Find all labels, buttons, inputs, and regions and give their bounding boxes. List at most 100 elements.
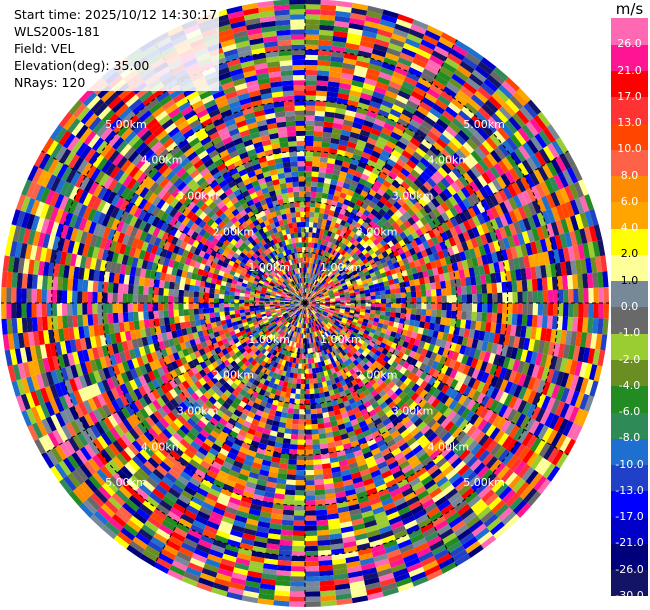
velocity-gate <box>318 39 333 46</box>
velocity-gate <box>294 500 305 506</box>
velocity-gate <box>323 229 329 236</box>
velocity-gate <box>364 181 374 189</box>
velocity-gate <box>327 259 333 265</box>
velocity-gate <box>318 271 323 277</box>
velocity-gate <box>393 99 407 109</box>
velocity-gate <box>320 250 325 256</box>
velocity-gate <box>288 459 297 465</box>
velocity-gate <box>472 303 478 312</box>
velocity-gate <box>360 296 366 301</box>
velocity-gate <box>332 169 341 176</box>
velocity-gate <box>541 277 548 291</box>
velocity-gate <box>345 109 357 117</box>
velocity-gate <box>312 263 316 269</box>
velocity-gate <box>337 235 343 242</box>
velocity-gate <box>424 29 441 42</box>
velocity-gate <box>491 312 498 324</box>
velocity-gate <box>323 182 331 189</box>
velocity-gate <box>315 90 328 97</box>
velocity-gate <box>390 76 404 86</box>
velocity-gate <box>309 206 316 213</box>
velocity-gate <box>310 191 317 198</box>
velocity-gate <box>308 368 313 374</box>
velocity-gate <box>391 303 397 308</box>
velocity-gate <box>327 157 336 165</box>
velocity-gate <box>305 140 314 147</box>
velocity-gate <box>305 69 318 76</box>
velocity-gate <box>392 28 409 39</box>
velocity-gate <box>341 67 355 75</box>
velocity-gate <box>502 292 508 303</box>
velocity-gate <box>366 68 381 77</box>
velocity-gate <box>370 53 385 63</box>
velocity-gate <box>305 171 312 177</box>
velocity-gate <box>325 263 330 269</box>
velocity-gate <box>512 303 518 315</box>
velocity-gate <box>382 9 399 19</box>
velocity-gate <box>369 58 384 67</box>
velocity-gate <box>381 99 394 109</box>
velocity-gate <box>542 303 549 316</box>
velocity-gate <box>390 288 396 294</box>
velocity-gate <box>317 177 325 183</box>
velocity-gate <box>325 203 332 210</box>
velocity-gate <box>376 158 387 167</box>
velocity-gate <box>369 172 379 181</box>
velocity-gate <box>314 237 319 244</box>
velocity-gate <box>415 290 422 298</box>
velocity-gate <box>310 413 318 420</box>
velocity-gate <box>332 35 347 43</box>
velocity-gate <box>521 314 528 327</box>
velocity-gate <box>319 260 324 266</box>
velocity-gate <box>583 288 589 303</box>
velocity-gate <box>305 399 311 405</box>
velocity-gate <box>395 18 413 29</box>
velocity-gate <box>431 296 437 303</box>
velocity-gate <box>441 288 447 296</box>
velocity-gate <box>337 144 347 152</box>
velocity-gate <box>411 114 424 125</box>
velocity-gate <box>531 314 538 328</box>
velocity-gate <box>414 278 421 286</box>
velocity-gate <box>290 571 305 577</box>
velocity-gate <box>395 94 409 105</box>
velocity-gate <box>335 154 345 162</box>
velocity-gate <box>315 197 322 203</box>
velocity-gate <box>297 439 305 445</box>
velocity-gate <box>369 100 382 110</box>
velocity-gate <box>374 163 384 172</box>
velocity-gate <box>365 73 379 82</box>
velocity-gate <box>311 166 320 172</box>
velocity-gate <box>305 389 310 395</box>
velocity-gate <box>305 242 309 248</box>
velocity-gate <box>312 253 316 259</box>
velocity-gate <box>399 113 412 124</box>
velocity-gate <box>384 90 398 100</box>
velocity-gate <box>290 576 305 582</box>
velocity-gate <box>317 182 324 188</box>
velocity-gate <box>305 601 321 607</box>
velocity-gate <box>355 60 370 69</box>
velocity-gate <box>280 534 293 541</box>
velocity-gate <box>410 90 425 102</box>
velocity-gate <box>305 181 312 187</box>
velocity-gate <box>370 295 376 300</box>
velocity-gate <box>511 280 518 293</box>
velocity-gate <box>330 56 344 63</box>
velocity-gate <box>319 14 336 21</box>
velocity-gate <box>342 119 354 127</box>
velocity-gate <box>451 303 457 311</box>
velocity-gate <box>412 19 429 30</box>
velocity-gate <box>305 110 316 116</box>
velocity-gate <box>422 68 437 80</box>
velocity-gate <box>314 110 326 117</box>
velocity-gate <box>364 115 376 124</box>
velocity-gate <box>308 227 313 233</box>
velocity-gate <box>537 303 544 316</box>
velocity-gate <box>578 288 584 303</box>
velocity-gate <box>305 44 319 50</box>
velocity-gate <box>305 232 309 238</box>
velocity-gate <box>305 166 313 172</box>
velocity-gate <box>289 591 305 597</box>
velocity-gate <box>364 20 380 29</box>
